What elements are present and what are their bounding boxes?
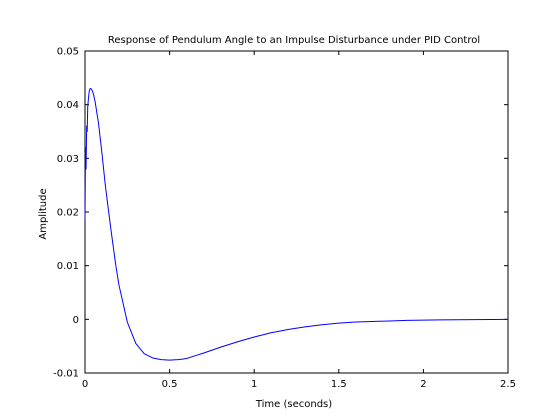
y-tick-label: -0.01	[53, 369, 79, 380]
series-line-0	[84, 88, 509, 361]
x-tick-label: 2.5	[500, 379, 516, 390]
chart-title: Response of Pendulum Angle to an Impulse…	[108, 35, 480, 46]
x-axis-ticks: 0 0.5 1 1.5 2 2.5	[82, 51, 516, 390]
y-tick-label: 0.05	[57, 47, 79, 58]
y-tick-label: 0	[73, 315, 79, 326]
y-axis-ticks: -0.01 0 0.01 0.02 0.03 0.04 0.05	[53, 47, 508, 380]
y-tick-label: 0.01	[57, 261, 79, 272]
x-tick-label: 0.5	[162, 379, 178, 390]
axes-box	[84, 50, 509, 374]
x-tick-label: 0	[82, 379, 88, 390]
x-tick-label: 1.5	[331, 379, 347, 390]
y-tick-label: 0.02	[57, 208, 79, 219]
y-tick-label: 0.04	[57, 100, 79, 111]
y-axis-label: Amplitude	[38, 188, 49, 239]
x-tick-label: 1	[251, 379, 257, 390]
series-layer	[84, 88, 509, 361]
x-axis-label: Time (seconds)	[255, 399, 332, 410]
y-tick-label: 0.03	[57, 154, 79, 165]
x-tick-label: 2	[420, 379, 426, 390]
